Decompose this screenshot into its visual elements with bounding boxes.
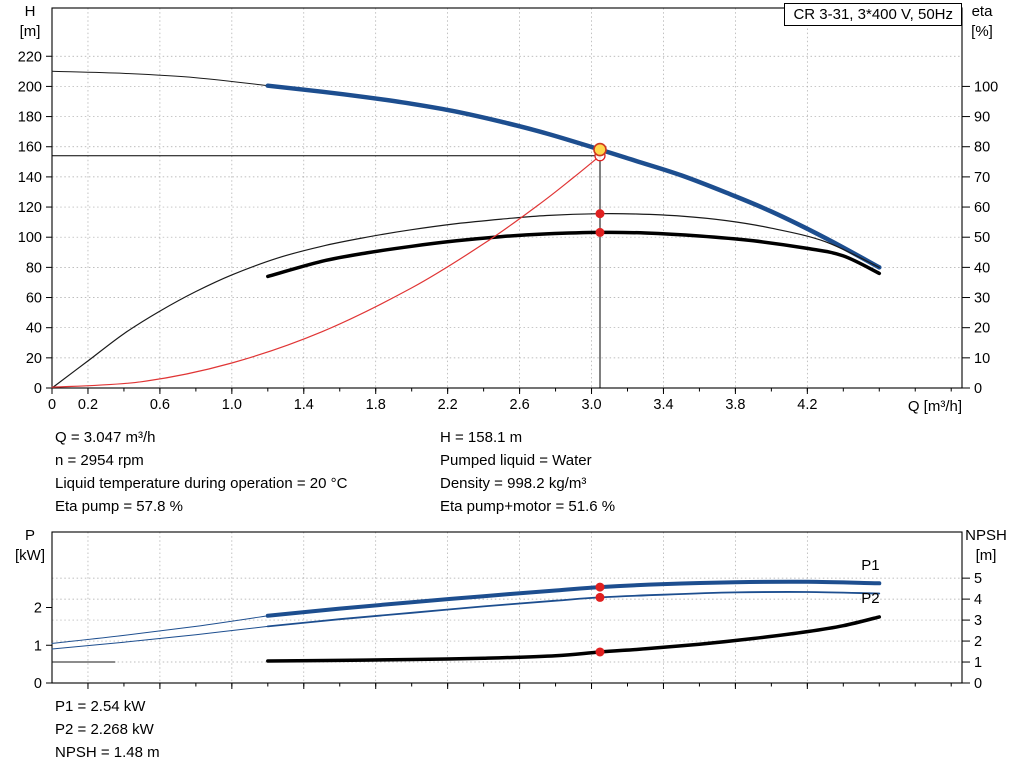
p2-curve-extension <box>51 625 269 650</box>
info-line: Eta pump+motor = 51.6 % <box>440 498 616 515</box>
eta-pump-duty-point <box>595 209 605 219</box>
npsh-axis-title-block: NPSH [m] <box>958 526 1014 566</box>
system-curve <box>51 155 601 388</box>
y-right-tick-label: 10 <box>974 351 990 367</box>
duty-info-right: H = 158.1 m Pumped liquid = Water Density … <box>440 426 615 518</box>
y-right-tick-label: 60 <box>974 200 990 216</box>
x-tick-label: 3.0 <box>581 397 601 413</box>
y-left-tick-label: 180 <box>18 110 42 126</box>
p2-duty-point <box>595 592 605 602</box>
p1-series-label: P1 <box>861 557 879 574</box>
info-line: Density = 998.2 kg/m³ <box>440 475 587 492</box>
plot-frame <box>51 7 963 389</box>
info-line: Q = 3.047 m³/h <box>55 429 156 446</box>
p1-duty-point <box>595 582 605 592</box>
eta-axis-title-block: eta [%] <box>956 2 1008 42</box>
info-line: Eta pump = 57.8 % <box>55 498 183 515</box>
head-axis-unit: [m] <box>19 23 41 40</box>
y-left-tick-label: 160 <box>18 140 42 156</box>
info-line: P1 = 2.54 kW <box>55 698 146 715</box>
eta-axis-title: eta <box>971 3 993 20</box>
y-right-tick-label: 4 <box>974 592 982 608</box>
eta-pump-motor-duty-point <box>595 227 605 237</box>
npsh-axis-title: NPSH <box>965 527 1007 544</box>
y-left-tick-label: 200 <box>18 79 42 95</box>
info-line: Pumped liquid = Water <box>440 452 592 469</box>
y-right-tick-label: 0 <box>974 381 982 397</box>
y-left-tick-label: 80 <box>26 260 42 276</box>
y-right-tick-label: 50 <box>974 230 990 246</box>
y-right-tick-label: 5 <box>974 571 982 587</box>
p2-curve <box>266 591 881 628</box>
npsh-axis-unit: [m] <box>975 547 997 564</box>
y-left-tick-label: 0 <box>34 676 42 692</box>
x-tick-label: 3.4 <box>653 397 673 413</box>
x-tick-label: 1.8 <box>366 397 386 413</box>
y-right-tick-label: 80 <box>974 140 990 156</box>
y-right-tick-label: 70 <box>974 170 990 186</box>
info-line: P2 = 2.268 kW <box>55 721 154 738</box>
y-left-tick-label: 20 <box>26 351 42 367</box>
eta-axis-unit: [%] <box>971 23 993 40</box>
x-tick-label: 2.6 <box>510 397 530 413</box>
eta-pump-motor-curve <box>266 230 882 279</box>
y-right-tick-label: 3 <box>974 613 982 629</box>
y-right-tick-label: 90 <box>974 110 990 126</box>
head-axis-title-block: H [m] <box>10 2 50 42</box>
y-left-tick-label: 220 <box>18 49 42 65</box>
y-right-tick-label: 0 <box>974 676 982 692</box>
y-left-tick-label: 2 <box>34 601 42 617</box>
duty-point[interactable] <box>593 142 607 157</box>
x-tick-label: 3.8 <box>725 397 745 413</box>
power-info: P1 = 2.54 kW P2 = 2.268 kW NPSH = 1.48 m <box>55 695 160 764</box>
power-axis-title-block: P [kW] <box>10 526 50 566</box>
info-line: H = 158.1 m <box>440 429 523 446</box>
y-left-tick-label: 120 <box>18 200 42 216</box>
p1-curve-extension <box>51 615 269 644</box>
y-right-tick-label: 100 <box>974 79 998 95</box>
y-left-tick-label: 0 <box>34 381 42 397</box>
plot-frame <box>51 531 963 684</box>
y-right-tick-label: 30 <box>974 291 990 307</box>
y-left-tick-label: 60 <box>26 291 42 307</box>
y-left-tick-label: 100 <box>18 230 42 246</box>
x-tick-label: 1.0 <box>222 397 242 413</box>
x-tick-label: 2.2 <box>438 397 458 413</box>
x-tick-label: 4.2 <box>797 397 817 413</box>
x-tick-label: 1.4 <box>294 397 314 413</box>
info-line: NPSH = 1.48 m <box>55 744 160 761</box>
npsh-curve <box>266 615 882 663</box>
y-right-tick-label: 1 <box>974 655 982 671</box>
y-left-tick-label: 140 <box>18 170 42 186</box>
pump-model-box: CR 3-31, 3*400 V, 50Hz <box>784 3 962 26</box>
y-left-tick-label: 1 <box>34 638 42 654</box>
p2-series-label: P2 <box>861 590 879 607</box>
y-right-tick-label: 40 <box>974 260 990 276</box>
power-axis-title: P <box>24 527 35 544</box>
head-axis-title: H <box>24 3 36 20</box>
power-axis-unit: [kW] <box>15 547 45 564</box>
x-tick-label: 0 <box>48 397 56 413</box>
head-curve-extension <box>51 70 269 87</box>
p1-curve <box>265 579 882 618</box>
eta-pump-curve <box>51 212 880 389</box>
head-curve <box>265 83 882 270</box>
y-right-tick-label: 2 <box>974 634 982 650</box>
npsh-duty-point <box>595 647 605 657</box>
y-left-tick-label: 40 <box>26 321 42 337</box>
info-line: n = 2954 rpm <box>55 452 144 469</box>
pump-model-label: CR 3-31, 3*400 V, 50Hz <box>793 6 953 23</box>
y-right-tick-label: 20 <box>974 321 990 337</box>
flow-axis-title: Q [m³/h] <box>907 398 962 415</box>
x-tick-label: 0.2 <box>78 397 98 413</box>
x-tick-label: 0.6 <box>150 397 170 413</box>
duty-info-left: Q = 3.047 m³/h n = 2954 rpm Liquid tempera… <box>55 426 347 518</box>
info-line: Liquid temperature during operation = 20… <box>55 475 348 492</box>
